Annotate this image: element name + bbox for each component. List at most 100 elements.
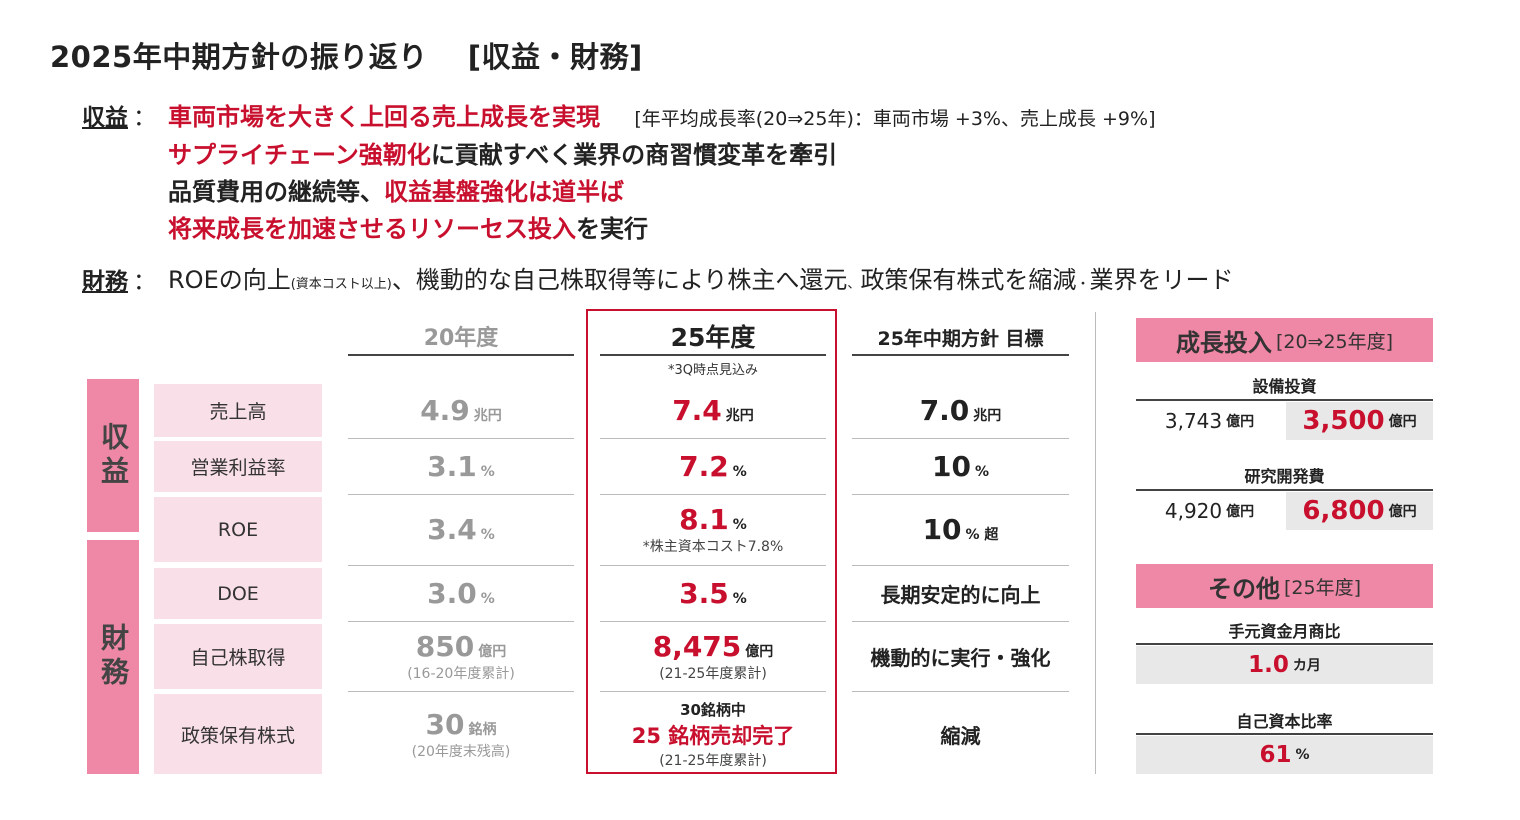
capex-new-bg bbox=[1286, 402, 1433, 440]
value: 25 銘柄売却完了 bbox=[631, 723, 795, 748]
revenue-line4-highlight: 将来成長を加速させるリソーセス投入 bbox=[168, 215, 576, 243]
cell-holdings-2020: 30 銘柄 (20年度末残高) bbox=[348, 694, 574, 774]
col-header-target: 25年中期方針 目標 bbox=[877, 328, 1044, 350]
rnd-label: 研究開発費 bbox=[1244, 467, 1325, 486]
value: 4,920 bbox=[1164, 499, 1223, 523]
unit: % bbox=[480, 464, 495, 480]
cell-sales-2025: 7.4 兆円 bbox=[600, 384, 826, 437]
value: 3,743 bbox=[1164, 409, 1223, 433]
title-sub: [収益・財務] bbox=[467, 40, 643, 74]
other-sub: [25年度] bbox=[1283, 576, 1361, 599]
cash-rule bbox=[1136, 643, 1433, 645]
value: 3.5 bbox=[679, 577, 729, 610]
cell-buyback-2025: 8,475 億円 (21-25年度累計) bbox=[600, 624, 826, 689]
cell-roe-2020: 3.4% bbox=[348, 497, 574, 562]
cash-label: 手元資金月商比 bbox=[1228, 622, 1341, 641]
row-sep bbox=[852, 565, 1069, 566]
unit: % bbox=[1295, 747, 1310, 763]
other-header: その他 [25年度] bbox=[1136, 564, 1433, 608]
row-sep bbox=[348, 621, 574, 622]
row-label-cross-holdings: 政策保有株式 bbox=[154, 694, 322, 774]
capex-label: 設備投資 bbox=[1252, 377, 1317, 396]
row-sep bbox=[600, 565, 826, 566]
col-header-2020-rule bbox=[348, 354, 574, 356]
value: 10 bbox=[922, 513, 962, 546]
revenue-line4-rest: を実行 bbox=[576, 215, 648, 243]
target-text: 縮減 bbox=[940, 723, 981, 748]
unit: 兆円 bbox=[973, 408, 1002, 424]
note: (21-25年度累計) bbox=[659, 666, 767, 682]
value: 4.9 bbox=[420, 394, 470, 427]
equity-rule bbox=[1136, 733, 1433, 735]
fy2025-highlight-box bbox=[586, 309, 837, 774]
revenue-growth-note: [年平均成長率(20⇒25年)：車両市場 +3%、売上成長 +9%] bbox=[634, 108, 1156, 130]
col-header-2025: 25年度 bbox=[670, 323, 756, 352]
value: 3.1 bbox=[427, 450, 477, 483]
cell-opm-2025: 7.2% bbox=[600, 441, 826, 492]
unit: 兆円 bbox=[473, 408, 502, 424]
row-sep bbox=[348, 494, 574, 495]
cash-value: 1.0 カ月 bbox=[1136, 646, 1433, 684]
value: 7.2 bbox=[679, 450, 729, 483]
unit: 億円 bbox=[745, 644, 774, 660]
rnd-old: 4,920 億円 bbox=[1136, 492, 1283, 530]
cell-sales-2020: 4.9 兆円 bbox=[348, 384, 574, 437]
cell-opm-target: 10% bbox=[852, 441, 1069, 492]
row-sep bbox=[348, 438, 574, 439]
note: (21-25年度累計) bbox=[659, 752, 767, 769]
value: 850 bbox=[415, 630, 475, 663]
value: 1.0 bbox=[1248, 652, 1289, 678]
value: 10 bbox=[932, 450, 971, 483]
value: 8,475 bbox=[652, 630, 742, 663]
roe-cost-note: *株主資本コスト7.8% bbox=[642, 539, 784, 555]
revenue-colon: ： bbox=[133, 105, 157, 131]
value: 7.4 bbox=[672, 394, 722, 427]
revenue-line3-highlight: 収益基盤強化は道半ば bbox=[384, 178, 624, 206]
col-2025-note: *3Q時点見込み bbox=[667, 363, 758, 378]
unit: カ月 bbox=[1292, 658, 1321, 674]
equity-label: 自己資本比率 bbox=[1236, 712, 1333, 731]
value: 3,500 bbox=[1302, 406, 1385, 436]
finance-colon: ： bbox=[133, 269, 157, 295]
cell-roe-target: 10% 超 bbox=[852, 497, 1069, 562]
equity-bg bbox=[1136, 736, 1433, 774]
cell-roe-2025: 8.1% *株主資本コスト7.8% bbox=[600, 497, 826, 562]
holdings-prefix: 30銘柄中 bbox=[680, 700, 746, 719]
note: (20年度末残高) bbox=[411, 743, 511, 760]
row-sep bbox=[852, 691, 1069, 692]
finance-text-roe: ROEの向上 bbox=[168, 266, 291, 294]
revenue-line-1: 車両市場を大きく上回る売上成長を実現 [年平均成長率(20⇒25年)：車両市場 … bbox=[168, 97, 1156, 132]
row-sep bbox=[600, 438, 826, 439]
cell-buyback-2020: 850 億円 (16-20年度累計) bbox=[348, 624, 574, 689]
revenue-label: 収益 bbox=[82, 105, 128, 131]
cell-doe-2025: 3.5% bbox=[600, 568, 826, 619]
panel-divider bbox=[1095, 312, 1096, 774]
capex-new: 3,500 億円 bbox=[1286, 402, 1433, 440]
row-sep bbox=[852, 494, 1069, 495]
row-sep bbox=[852, 621, 1069, 622]
growth-sub: [20⇒25年度] bbox=[1275, 330, 1394, 353]
row-sep bbox=[348, 565, 574, 566]
col-header-2025-rule bbox=[600, 354, 826, 356]
unit: 億円 bbox=[1226, 504, 1255, 520]
unit: % bbox=[974, 464, 989, 480]
capex-rule bbox=[1136, 399, 1433, 401]
revenue-line2-rest: に貢献すべく業界の商習慣変革を牽引 bbox=[430, 141, 838, 169]
rnd-new: 6,800 億円 bbox=[1286, 492, 1433, 530]
row-label-op-margin: 営業利益率 bbox=[154, 441, 322, 492]
finance-text-holdings: 政策保有株式を縮減 bbox=[860, 266, 1077, 294]
value: 3.0 bbox=[427, 577, 477, 610]
rnd-new-bg bbox=[1286, 492, 1433, 530]
unit: 億円 bbox=[1226, 414, 1255, 430]
revenue-line2-highlight: サプライチェーン強靭化 bbox=[168, 141, 431, 169]
unit: % bbox=[480, 591, 495, 607]
unit: % bbox=[480, 527, 495, 543]
cell-buyback-target: 機動的に実行・強化 bbox=[852, 624, 1069, 689]
finance-label: 財務 bbox=[82, 269, 128, 295]
other-title: その他 bbox=[1207, 574, 1280, 603]
unit: % bbox=[732, 591, 747, 607]
revenue-label-group: 収益 ： bbox=[82, 98, 156, 132]
revenue-line-2: サプライチェーン強靭化に貢献すべく業界の商習慣変革を牽引 bbox=[168, 135, 837, 170]
note: (16-20年度累計) bbox=[407, 666, 515, 682]
category-finance: 財務 bbox=[87, 540, 139, 774]
